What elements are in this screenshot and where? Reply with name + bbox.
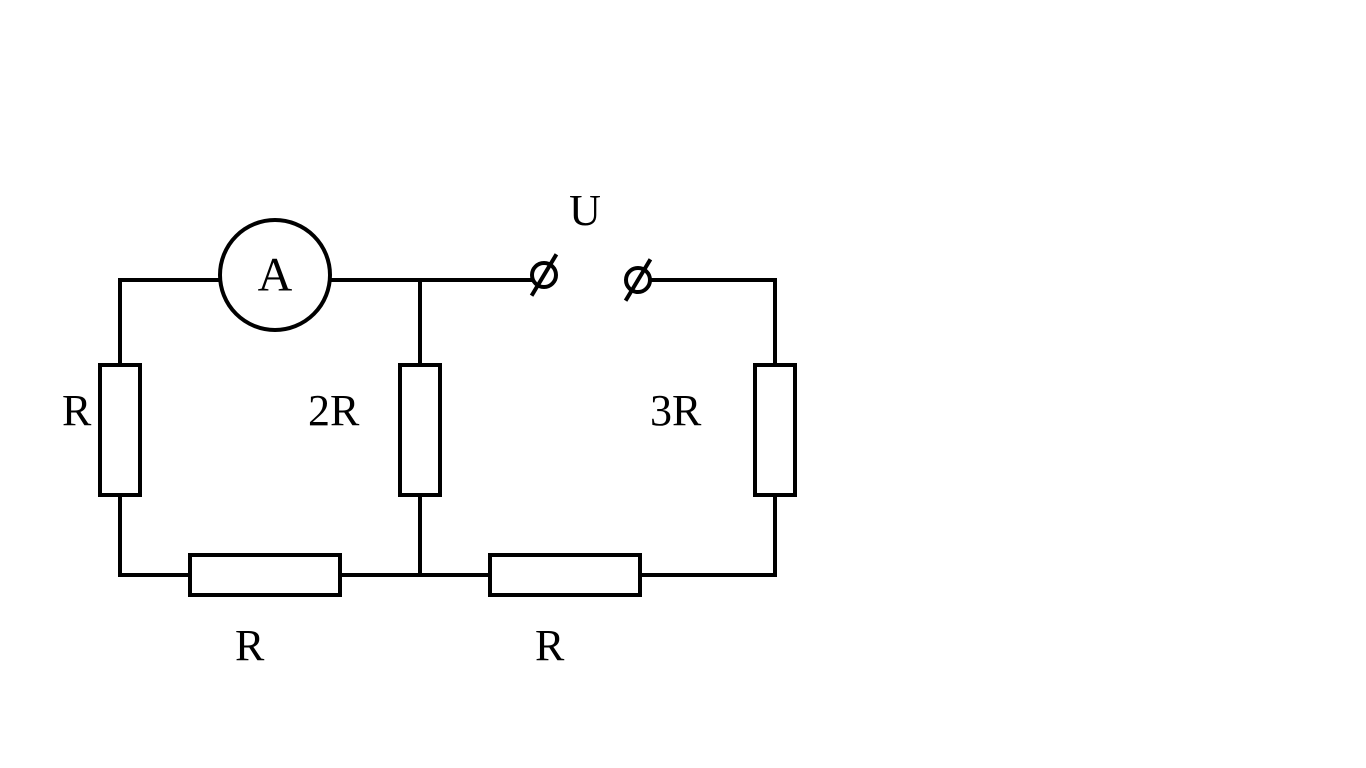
R_left [100,365,140,495]
R_left-label: R [62,386,92,435]
R_bottom_r [490,555,640,595]
R_2R [400,365,440,495]
R_bottom_l-label: R [235,621,265,670]
R_3R [755,365,795,495]
ammeter-label: A [258,249,293,302]
R_bottom_l [190,555,340,595]
source-label: U [569,186,601,235]
source-terminals [532,256,650,299]
R_bottom_r-label: R [535,621,565,670]
R_3R-label: 3R [650,386,702,435]
labels-group: U R 2R 3R R R [62,186,702,670]
ammeter: A [220,220,330,330]
R_2R-label: 2R [308,386,360,435]
